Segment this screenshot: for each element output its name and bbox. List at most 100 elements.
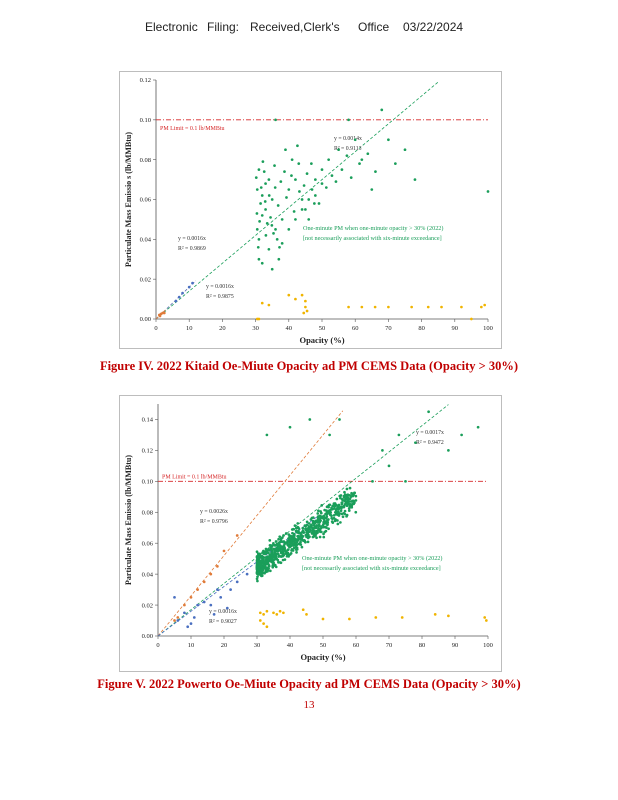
fig4-data-point [370,188,374,191]
fig4-data-point [269,216,272,219]
fig5-data-point [258,562,261,566]
fig5-data-point [306,536,310,540]
fig5-data-point [287,539,291,543]
fig4-data-point [366,152,370,156]
fig5-data-point [173,595,176,599]
fig5-y-tick-label: 0.04 [142,571,154,578]
fig4-data-point [349,176,353,179]
header-office: Office [358,20,390,34]
fig4-x-tick-label: 20 [219,325,226,332]
fig5-data-point [216,565,219,568]
fig5-data-point [332,503,336,507]
fig4-data-point [272,232,275,235]
figure-4-caption: Figure IV. 2022 Kitaid Oe-Miute Opacity … [99,359,519,373]
fig5-data-point [261,551,264,554]
fig4-data-point [280,218,284,221]
fig5-x-tick-label: 50 [320,642,327,649]
fig5-data-point [336,522,340,526]
fig5-data-point [346,493,349,497]
fig5-data-point [189,595,193,599]
fig5-data-point [350,504,354,508]
fig4-annotation: One-minute PM when one-minute opacity > … [303,225,443,232]
fig5-y-tick-label: 0.02 [142,602,153,609]
fig4-data-point [279,180,283,183]
fig4-data-point [394,162,397,165]
fig4-data-point [267,247,271,251]
fig5-data-point [310,523,313,527]
fig4-data-point [260,214,264,217]
fig5-data-point [331,517,334,521]
fig5-data-point [292,535,296,539]
fig4-trendline-r-squared: R² = 0.9869 [178,246,206,252]
fig4-trendline-r-squared: R² = 0.9875 [206,294,234,300]
fig4-data-point [284,148,287,152]
fig4-data-point [360,305,364,309]
fig5-data-point [345,504,349,508]
fig4-x-tick-label: 80 [418,325,425,332]
fig5-data-point [347,507,351,510]
fig4-data-point [313,202,316,205]
fig5-data-point [303,539,307,543]
fig5-x-tick-label: 40 [287,642,294,649]
fig4-x-tick-label: 40 [286,325,293,332]
fig4-data-point [300,293,304,297]
fig4-data-point [317,202,321,205]
fig4-data-point [324,186,328,189]
fig4-data-point [255,188,259,191]
fig4-data-point [280,241,284,245]
fig4-x-tick-label: 90 [452,325,459,332]
fig5-data-point [327,527,330,531]
fig5-data-point [305,530,308,534]
fig5-data-point [280,540,284,543]
fig5-data-point [281,552,285,556]
fig4-x-tick-label: 10 [186,325,193,332]
fig5-data-point [268,544,272,547]
fig5-data-point [314,533,317,537]
fig5-data-point [294,544,298,548]
fig5-data-point [269,548,272,551]
fig4-data-point [373,305,377,309]
fig5-data-point [433,612,437,616]
header-received-clerk: Received,Clerk's [250,20,340,34]
fig5-data-point [255,550,259,554]
fig5-data-point [272,611,275,615]
fig5-data-point [313,521,317,525]
fig5-data-point [271,555,274,559]
fig5-data-point [460,433,463,437]
fig4-data-point [267,303,271,307]
fig5-data-point [345,514,348,518]
fig5-data-point [298,542,301,546]
fig4-data-point [158,314,162,318]
fig5-data-point [290,537,294,541]
fig4-data-point [486,190,490,193]
fig4-data-point [330,174,334,177]
fig5-data-point [349,494,353,498]
fig5-data-point [216,588,219,591]
fig4-y-tick-label: 0.08 [140,157,151,164]
fig4-x-tick-label: 50 [319,325,326,332]
fig5-x-axis-label: Opacity (%) [300,652,345,662]
fig5-data-point [354,499,358,502]
fig5-trendline-r-squared: R² = 0.9027 [209,619,237,625]
fig4-data-point [334,180,338,183]
fig4-data-point [278,245,281,249]
fig5-data-point [256,571,260,575]
fig5-data-point [293,524,297,527]
fig5-annotation: One-minute PM when one-minute opacity > … [302,555,442,562]
fig5-data-point [282,540,286,543]
fig5-data-point [336,511,340,515]
fig4-data-point [270,267,274,271]
fig5-data-point [427,410,430,414]
fig5-y-tick-label: 0.12 [142,448,153,455]
fig5-data-point [291,544,295,547]
fig5-data-point [341,515,345,519]
fig5-data-point [176,616,180,619]
fig5-data-point [265,609,269,613]
fig5-data-point [277,549,281,552]
fig5-data-point [300,531,304,534]
fig5-data-point [282,534,285,537]
fig5-y-tick-label: 0.06 [142,540,154,547]
fig5-data-point [326,523,329,527]
fig5-data-point [258,611,262,615]
fig5-data-point [202,580,206,584]
